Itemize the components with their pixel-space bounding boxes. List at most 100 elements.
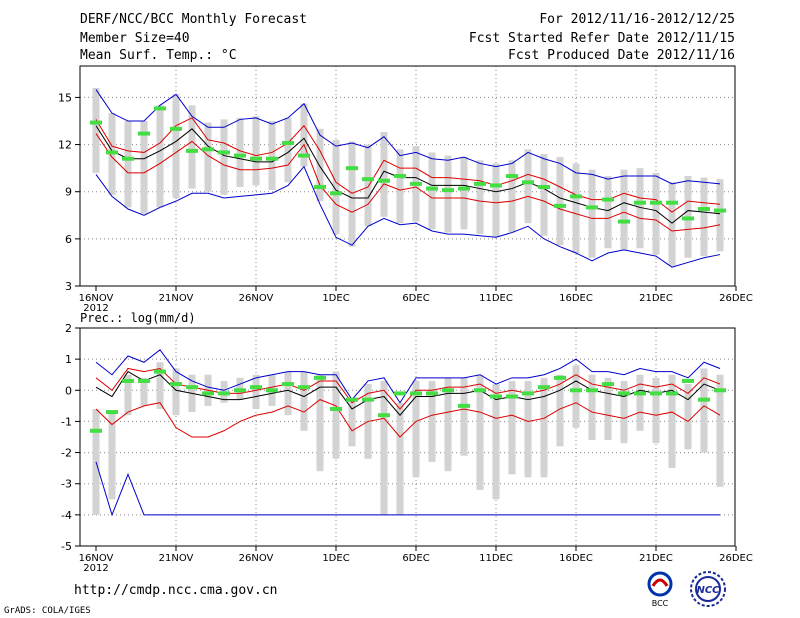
prec-median-marker — [554, 375, 566, 380]
prec-median-marker — [442, 388, 454, 393]
temp-median-marker — [378, 178, 390, 183]
temp-ensemble-box — [332, 139, 340, 235]
temp-median-marker — [618, 219, 630, 224]
temp-frame — [79, 65, 736, 287]
prec-median-marker — [202, 391, 214, 396]
prec-median-marker — [650, 391, 662, 396]
prec-median-marker — [714, 388, 726, 393]
temp-ensemble-box — [508, 160, 516, 233]
temp-median-marker — [218, 150, 230, 155]
temp-ensemble-box — [300, 103, 308, 167]
prec-ensemble-box — [108, 412, 116, 500]
forecast-produced-label: Fcst Produced Date 2012/11/16 — [508, 48, 735, 63]
temp-median-marker — [426, 186, 438, 191]
prec-median-marker — [250, 385, 262, 390]
temp-median-marker — [522, 180, 534, 185]
prec-median-marker — [570, 388, 582, 393]
temp-ensemble-box — [140, 121, 148, 214]
ncc-logo: NCC — [690, 571, 726, 607]
temp-x-tick-label: 16NOV — [79, 293, 114, 304]
prec-median-marker — [282, 382, 294, 387]
prec-ensemble-box — [396, 402, 404, 515]
prec-y-tick-label: -2 — [61, 447, 72, 460]
prec-median-marker — [330, 406, 342, 411]
prec-extreme-max-line — [95, 349, 721, 404]
temp-ensemble-box — [540, 154, 548, 236]
temp-ensemble-box — [252, 116, 260, 186]
prec-median-marker — [154, 369, 166, 374]
prec-median-marker — [490, 394, 502, 399]
prec-ensemble-box — [652, 377, 660, 444]
prec-ensemble-box — [476, 374, 484, 490]
prec-median-marker — [634, 391, 646, 396]
prec-median-marker — [266, 388, 278, 393]
prec-y-tick-label: -3 — [61, 478, 72, 491]
prec-ensemble-box — [572, 365, 580, 428]
temp-median-marker — [506, 174, 518, 178]
temp-x-tick-label: 26NOV — [239, 293, 274, 304]
prec-ensemble-box — [492, 384, 500, 500]
prec-extreme-min-line — [95, 461, 720, 517]
temp-median-marker — [362, 177, 374, 182]
temp-x-tick-label: 1DEC — [322, 293, 349, 304]
prec-median-marker — [90, 428, 102, 433]
temp-x-tick-label: 26DEC — [719, 293, 753, 304]
prec-median-marker — [522, 391, 534, 396]
temp-extreme-min-line — [95, 165, 721, 268]
temp-median-marker — [282, 141, 294, 145]
prec-median-marker — [314, 375, 326, 380]
prec-ensemble-box — [172, 368, 180, 416]
temp-x-tick-label: 21DEC — [639, 293, 673, 304]
prec-frame — [79, 327, 736, 547]
prec-ensemble-box — [604, 377, 612, 441]
temp-ensemble-box — [316, 128, 324, 202]
temp-median-marker — [586, 205, 598, 210]
temp-ensemble-box — [556, 157, 564, 246]
temp-ensemble-box — [204, 122, 212, 192]
temp-ensemble-box — [268, 121, 276, 191]
temp-ensemble-box — [572, 163, 580, 253]
agency-logos: BCC NCC — [647, 571, 726, 608]
prec-x-tick-label: 26NOV — [239, 553, 274, 564]
temp-median-marker — [330, 191, 342, 196]
prec-median-marker — [218, 391, 230, 396]
prec-ensemble-box — [588, 374, 596, 441]
temp-median-marker — [554, 203, 566, 208]
temp-y-tick-label: 12 — [58, 139, 72, 152]
temp-median-marker — [234, 153, 246, 158]
temp-y-tick-label: 15 — [58, 91, 72, 104]
prec-mean-line — [95, 370, 721, 416]
temp-median-marker — [650, 200, 662, 205]
temp-extreme-max-line — [95, 89, 721, 185]
temp-y-tick-label: 3 — [65, 280, 72, 293]
prec-ensemble-box — [348, 399, 356, 447]
variable-label: Mean Surf. Temp.: °C — [80, 48, 237, 63]
temp-median-marker — [698, 207, 710, 211]
prec-median-marker — [426, 391, 438, 396]
temp-median-marker — [154, 106, 166, 111]
temp-median-marker — [106, 150, 118, 155]
temp-ensemble-box — [380, 132, 388, 217]
temp-median-marker — [266, 156, 278, 161]
temp-ensemble-box — [396, 149, 404, 224]
prec-median-marker — [170, 382, 182, 387]
temp-ensemble-box — [524, 149, 532, 224]
prec-median-marker — [474, 388, 486, 393]
temp-median-marker — [298, 153, 310, 158]
temp-ensemble-box — [620, 169, 628, 250]
temp-ensemble-box — [284, 117, 292, 183]
temp-ensemble-box — [716, 179, 724, 252]
prec-upper-line — [95, 367, 721, 410]
prec-ensemble-box — [620, 380, 628, 444]
prec-ensemble-box — [700, 368, 708, 453]
prec-median-marker — [106, 410, 118, 415]
prec-median-marker — [378, 413, 390, 418]
prec-y-tick-label: 1 — [65, 353, 72, 366]
temp-median-marker — [490, 183, 502, 188]
prec-ensemble-box — [684, 384, 692, 450]
temp-ensemble-box — [492, 163, 500, 238]
source-url[interactable]: http://cmdp.ncc.cma.gov.cn — [74, 583, 278, 598]
prec-ensemble-box — [156, 362, 164, 409]
temp-ensemble-box — [220, 119, 228, 195]
